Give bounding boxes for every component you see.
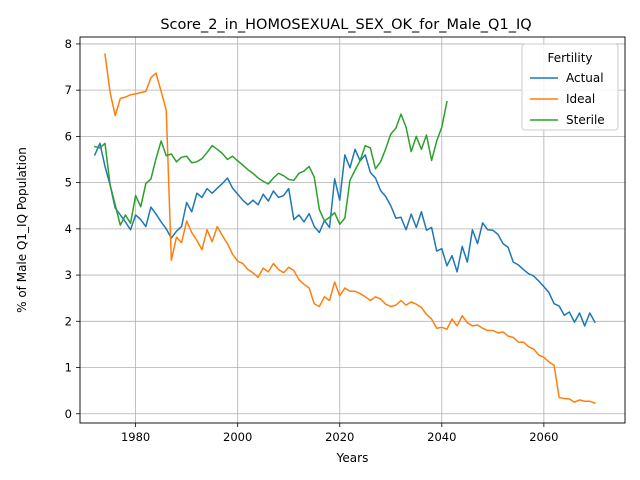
y-tick-label: 5 [65,176,72,190]
legend-label-ideal: Ideal [566,92,595,106]
x-tick-label: 2060 [529,430,558,444]
series-line-sterile [93,100,448,226]
y-tick-label: 6 [65,129,72,143]
axis-ticks: 1980 2000 2020 2040 2060 0 1 2 3 4 5 6 7 8 [65,37,559,444]
y-tick-label: 0 [65,407,72,421]
series-line-ideal [104,53,596,405]
plot-series [93,53,596,405]
y-tick-label: 7 [65,83,72,97]
legend-label-sterile: Sterile [566,113,605,127]
legend: Fertility Actual Ideal Sterile [521,43,619,131]
legend-items: Actual Ideal Sterile [530,71,605,127]
legend-label-actual: Actual [566,71,604,85]
x-tick-label: 2000 [223,430,252,444]
legend-box [521,43,619,131]
legend-title: Fertility [547,51,592,65]
y-tick-label: 2 [65,314,72,328]
x-axis-label: Years [336,451,369,465]
y-tick-label: 1 [65,361,72,375]
chart-title: Score_2_in_HOMOSEXUAL_SEX_OK_for_Male_Q1… [160,17,531,33]
series-line-actual [93,142,596,327]
y-tick-label: 8 [65,37,72,51]
x-tick-label: 1980 [121,430,150,444]
plot-frame [79,36,626,424]
x-tick-label: 2040 [427,430,456,444]
y-tick-label: 3 [65,268,72,282]
x-tick-label: 2020 [325,430,354,444]
y-axis-label: % of Male Q1_IQ Population [15,147,29,313]
grid-lines [80,37,625,423]
y-tick-label: 4 [65,222,72,236]
